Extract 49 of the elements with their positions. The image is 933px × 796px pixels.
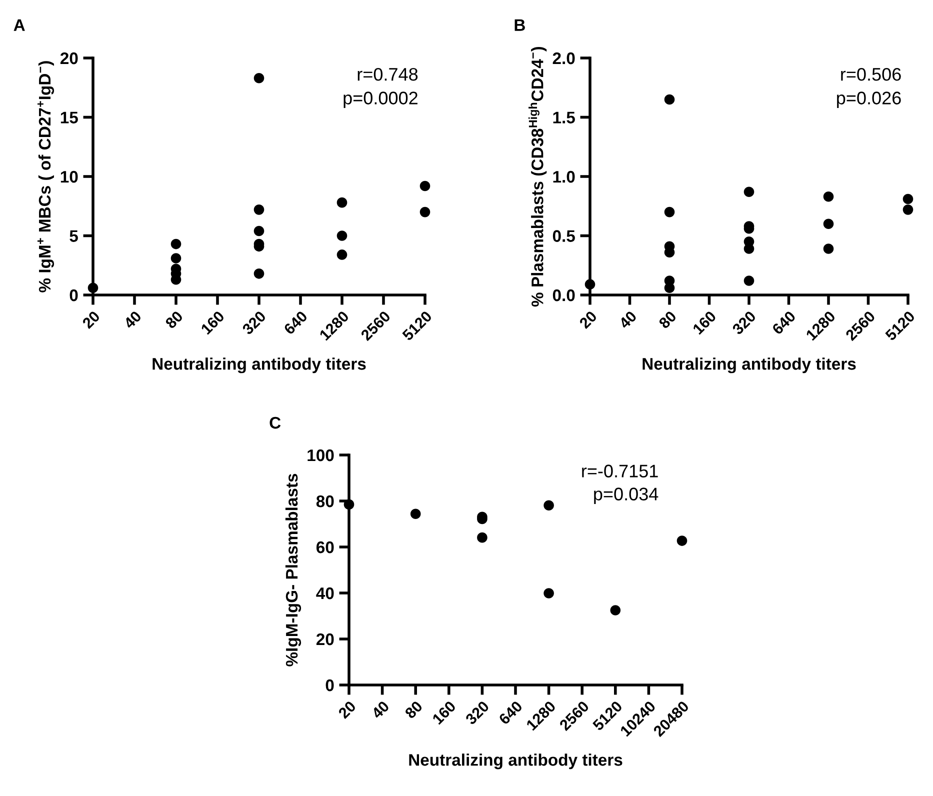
y-tick-label: 2.0 <box>552 52 575 64</box>
chart-title: B <box>514 19 525 31</box>
x-tick-label: 160 <box>432 700 456 725</box>
x-tick-label: 20 <box>578 310 598 330</box>
x-axis-title: Neutralizing antibody titers <box>409 754 622 770</box>
y-tick-label: 0 <box>326 679 334 692</box>
x-tick-label: 320 <box>464 700 490 726</box>
x-tick-label: 80 <box>164 310 184 330</box>
x-tick-label: 40 <box>370 700 390 720</box>
x-tick-label: 320 <box>242 310 267 336</box>
x-tick-label: 160 <box>692 310 717 335</box>
y-tick-label: 80 <box>316 495 334 508</box>
x-tick-label: 640 <box>498 700 523 726</box>
y-tick-label: 15 <box>60 112 78 124</box>
x-tick-label: 40 <box>122 310 142 330</box>
x-tick-label: 80 <box>658 310 677 330</box>
y-axis-title: % IgM$^{+}$ MBCs ( of CD27$^{+}$IgD$^{−}$) <box>37 61 54 292</box>
x-axis-title: Neutralizing antibody titers <box>152 358 366 374</box>
y-tick-label: 0.5 <box>552 230 575 242</box>
y-tick-label: 40 <box>316 587 334 600</box>
x-tick-label: 640 <box>771 310 796 336</box>
y-axis-title: %IgM-IgG- Plasmablasts <box>285 474 302 666</box>
x-tick-label: 80 <box>404 700 424 720</box>
annotation: p=0.034 <box>594 488 658 504</box>
y-tick-label: 100 <box>308 449 334 462</box>
y-tick-label: 1.0 <box>553 170 575 183</box>
x-tick-label: 640 <box>283 310 308 336</box>
y-tick-label: 0 <box>70 289 78 302</box>
annotation: r=-0.7151 <box>582 464 658 478</box>
x-axis-title: Neutralizing antibody titers <box>642 358 856 374</box>
x-tick-label: 160 <box>200 310 225 335</box>
y-tick-label: 60 <box>316 541 334 554</box>
y-tick-label: 10 <box>60 170 78 183</box>
y-axis-title: % Plasmablasts (CD38$^{High}$CD24$^{−}$) <box>528 46 547 307</box>
y-tick-label: 0.0 <box>552 289 575 302</box>
x-tick-label: 40 <box>618 310 638 330</box>
x-tick-label: 20 <box>82 310 100 330</box>
annotation: r=0.748 <box>358 68 418 81</box>
annotation: p=0.026 <box>837 92 901 108</box>
annotation: r=0.506 <box>841 68 901 81</box>
y-tick-label: 20 <box>316 633 334 646</box>
y-tick-label: 20 <box>60 52 78 64</box>
y-tick-label: 1.5 <box>553 112 575 124</box>
y-tick-label: 5 <box>70 230 78 242</box>
chart-title: C <box>270 416 281 429</box>
annotation: p=0.0002 <box>344 92 418 108</box>
chart-title: A <box>14 19 25 31</box>
x-tick-label: 20 <box>338 700 356 720</box>
x-tick-label: 320 <box>732 310 757 336</box>
